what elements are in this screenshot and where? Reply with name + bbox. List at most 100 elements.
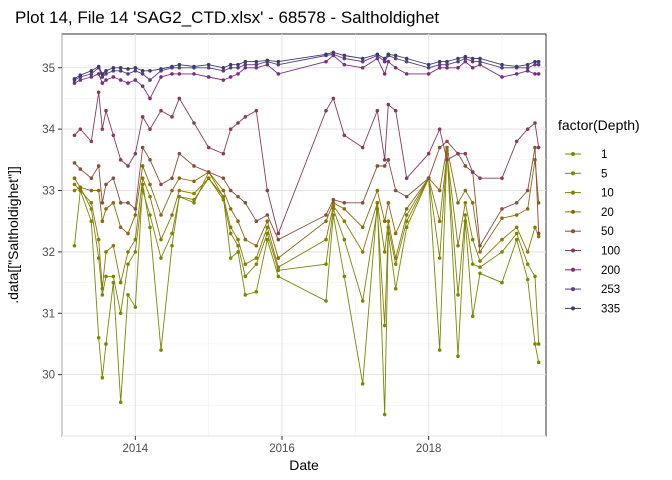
data-point [437,256,442,260]
legend-item: 253 [565,284,620,296]
data-point [276,62,281,67]
data-point [478,176,482,181]
data-point [243,62,248,67]
data-point [536,145,541,150]
data-point [393,256,398,260]
data-point [118,158,123,162]
data-point [72,176,77,181]
data-point [236,62,240,67]
data-point [170,213,174,217]
data-point [276,256,281,260]
data-point [382,56,387,61]
data-point [159,237,163,242]
data-point [133,250,138,254]
data-point [228,62,233,67]
data-point [525,62,530,67]
data-point [254,219,259,223]
data-point [206,145,211,150]
data-point [126,72,130,76]
data-point [221,78,226,82]
legend-title: factor(Depth) [558,117,640,133]
data-point [536,342,541,346]
legend-label: 335 [601,303,620,315]
data-point [100,286,105,291]
data-point [111,75,116,79]
data-point [360,200,365,205]
data-point [533,342,537,346]
data-point [386,52,391,57]
data-point [104,72,108,76]
data-point [276,231,281,236]
data-point [360,65,365,70]
legend-label: 20 [601,207,614,219]
data-point [393,65,398,70]
series-100 [72,90,541,236]
data-point [192,200,196,205]
data-point [536,62,541,67]
data-point [536,360,541,365]
data-point [243,59,248,64]
data-point [243,274,248,279]
y-tick-label: 35 [42,63,55,75]
data-point [533,225,537,230]
data-point [206,62,211,67]
data-point [404,213,409,217]
data-point [89,200,94,205]
data-point [228,65,233,70]
data-point [514,237,519,242]
data-point [324,262,328,266]
data-point [228,256,233,260]
data-point [100,72,105,76]
data-point [331,50,336,55]
legend-label: 5 [601,168,607,180]
data-point [254,59,259,64]
data-point [342,274,347,279]
data-point [254,243,259,248]
data-point [404,59,409,64]
data-point [360,250,365,254]
data-point [118,78,123,82]
data-point [324,59,328,64]
data-point [96,72,101,76]
data-point [536,59,541,64]
data-point [533,62,537,67]
data-point [342,133,347,138]
axes: 30 31 32 33 34 35 2014 2016 2018 [42,63,441,455]
data-point [221,188,226,193]
data-point [177,194,182,199]
data-point [126,67,130,71]
legend-item: 50 [565,226,614,238]
series-1 [72,148,541,417]
data-point [78,167,83,171]
data-point [104,69,108,73]
data-point [342,62,347,67]
data-point [342,53,347,58]
legend-label: 1 [601,149,607,161]
data-point [324,219,328,223]
data-point [536,72,541,76]
data-point [96,237,101,242]
data-point [393,231,398,236]
data-point [118,280,123,285]
data-point [170,64,174,69]
data-point [228,188,233,193]
data-point [276,268,281,273]
data-point [463,54,468,59]
data-point [265,62,270,67]
data-point [404,56,409,61]
legend-item: 5 [565,168,607,180]
data-point [386,219,391,223]
data-point [228,225,233,230]
data-point [72,243,77,248]
data-point [104,78,108,82]
data-point [254,256,259,260]
data-point [89,188,94,193]
data-point [72,81,77,85]
data-point [89,219,94,223]
data-point [525,127,530,131]
data-point [170,115,174,119]
data-point [177,72,182,76]
data-point [159,256,163,260]
data-point [514,64,519,69]
data-point [393,53,398,58]
